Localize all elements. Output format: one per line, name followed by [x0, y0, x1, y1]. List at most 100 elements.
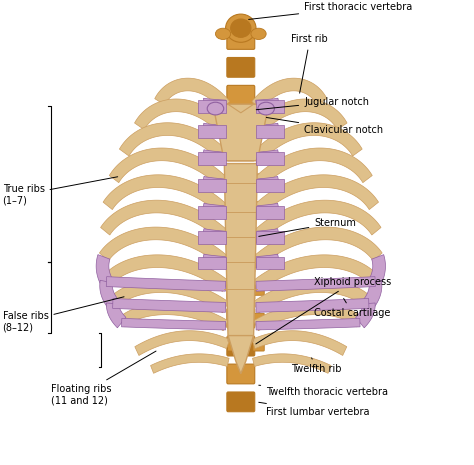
- FancyBboxPatch shape: [253, 286, 264, 295]
- FancyBboxPatch shape: [253, 341, 264, 351]
- Text: First thoracic vertebra: First thoracic vertebra: [249, 2, 412, 20]
- Polygon shape: [202, 123, 226, 137]
- Text: IMAGE ID: 15311341: IMAGE ID: 15311341: [388, 447, 460, 453]
- Polygon shape: [155, 78, 230, 110]
- Polygon shape: [135, 99, 229, 136]
- Bar: [198, 257, 226, 269]
- Polygon shape: [228, 336, 254, 374]
- Polygon shape: [256, 299, 369, 312]
- Polygon shape: [252, 78, 327, 110]
- FancyBboxPatch shape: [253, 313, 264, 323]
- Ellipse shape: [231, 19, 251, 37]
- Text: Floating ribs
(11 and 12): Floating ribs (11 and 12): [51, 351, 156, 405]
- Polygon shape: [252, 175, 379, 216]
- FancyBboxPatch shape: [228, 174, 239, 184]
- Text: First lumbar vertebra: First lumbar vertebra: [259, 402, 370, 417]
- Polygon shape: [254, 303, 363, 331]
- Bar: [198, 231, 226, 244]
- Text: True ribs
(1–7): True ribs (1–7): [2, 177, 118, 206]
- Polygon shape: [201, 229, 226, 243]
- Polygon shape: [252, 148, 372, 189]
- Polygon shape: [256, 277, 375, 291]
- Polygon shape: [255, 176, 280, 190]
- FancyBboxPatch shape: [227, 30, 255, 49]
- Polygon shape: [252, 123, 362, 163]
- Bar: [256, 206, 284, 219]
- Text: Twelfth thoracic vertebra: Twelfth thoracic vertebra: [259, 385, 388, 397]
- Bar: [198, 100, 226, 113]
- Polygon shape: [202, 98, 226, 112]
- Polygon shape: [253, 255, 379, 292]
- Bar: [198, 126, 226, 138]
- Polygon shape: [256, 319, 360, 330]
- FancyBboxPatch shape: [228, 202, 239, 212]
- FancyBboxPatch shape: [227, 225, 255, 245]
- Bar: [198, 206, 226, 219]
- FancyBboxPatch shape: [253, 118, 264, 128]
- Text: Clavicular notch: Clavicular notch: [266, 118, 383, 135]
- Text: Twelfth rib: Twelfth rib: [292, 358, 342, 374]
- Polygon shape: [201, 150, 226, 164]
- Text: False ribs
(8–12): False ribs (8–12): [2, 297, 124, 332]
- Polygon shape: [201, 254, 226, 268]
- Polygon shape: [201, 203, 226, 217]
- Text: Jugular notch: Jugular notch: [256, 97, 369, 110]
- FancyBboxPatch shape: [227, 280, 255, 300]
- Polygon shape: [356, 303, 375, 328]
- FancyBboxPatch shape: [227, 336, 255, 356]
- Polygon shape: [107, 303, 126, 328]
- FancyBboxPatch shape: [228, 230, 239, 239]
- FancyBboxPatch shape: [227, 169, 255, 189]
- Polygon shape: [151, 354, 229, 373]
- Bar: [256, 126, 284, 138]
- FancyBboxPatch shape: [228, 118, 239, 128]
- Ellipse shape: [258, 102, 274, 115]
- Bar: [256, 152, 284, 165]
- Polygon shape: [252, 99, 347, 136]
- FancyBboxPatch shape: [227, 364, 255, 384]
- FancyBboxPatch shape: [253, 174, 264, 184]
- FancyBboxPatch shape: [253, 258, 264, 267]
- Polygon shape: [255, 229, 280, 243]
- Polygon shape: [255, 203, 280, 217]
- Polygon shape: [135, 331, 230, 355]
- Polygon shape: [252, 331, 347, 355]
- Bar: [256, 231, 284, 244]
- Polygon shape: [103, 175, 229, 216]
- Polygon shape: [102, 255, 229, 292]
- Polygon shape: [113, 299, 226, 312]
- FancyBboxPatch shape: [228, 313, 239, 323]
- Polygon shape: [224, 164, 257, 341]
- Polygon shape: [119, 123, 229, 163]
- Polygon shape: [253, 227, 382, 267]
- FancyBboxPatch shape: [253, 146, 264, 156]
- Polygon shape: [213, 104, 269, 161]
- Polygon shape: [106, 277, 226, 291]
- Polygon shape: [213, 104, 269, 113]
- FancyBboxPatch shape: [227, 58, 255, 77]
- FancyBboxPatch shape: [253, 230, 264, 239]
- FancyBboxPatch shape: [227, 86, 255, 105]
- Bar: [198, 179, 226, 192]
- Ellipse shape: [251, 28, 266, 40]
- Polygon shape: [109, 280, 228, 313]
- Polygon shape: [255, 123, 280, 137]
- Polygon shape: [100, 200, 229, 242]
- FancyBboxPatch shape: [227, 113, 255, 133]
- Polygon shape: [252, 200, 381, 242]
- Polygon shape: [255, 254, 280, 268]
- Polygon shape: [100, 280, 118, 308]
- Ellipse shape: [216, 28, 231, 40]
- Text: Xiphoid process: Xiphoid process: [256, 277, 392, 344]
- FancyBboxPatch shape: [253, 202, 264, 212]
- Polygon shape: [100, 227, 229, 267]
- Polygon shape: [201, 176, 226, 190]
- Polygon shape: [256, 98, 280, 112]
- Polygon shape: [96, 255, 112, 285]
- Text: Costal cartilage: Costal cartilage: [314, 299, 391, 318]
- FancyBboxPatch shape: [228, 341, 239, 351]
- Ellipse shape: [207, 102, 224, 115]
- Polygon shape: [253, 280, 373, 313]
- FancyBboxPatch shape: [227, 252, 255, 272]
- FancyBboxPatch shape: [227, 197, 255, 217]
